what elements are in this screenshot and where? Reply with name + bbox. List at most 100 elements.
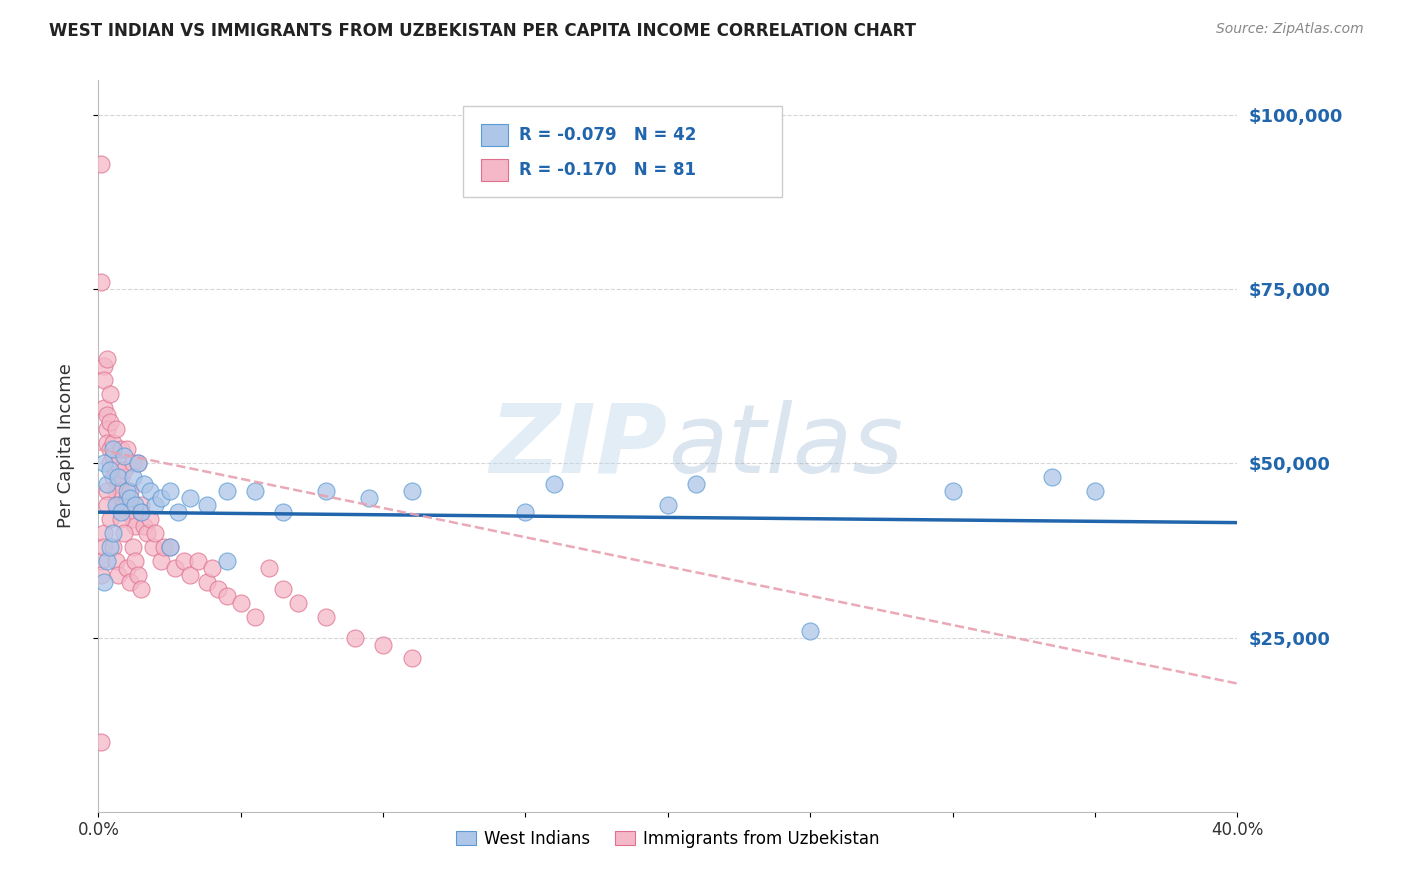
Point <box>243 609 266 624</box>
Point <box>115 561 138 575</box>
Point <box>287 596 309 610</box>
Point <box>90 735 112 749</box>
Point <box>401 484 423 499</box>
Point <box>215 484 238 499</box>
Point <box>98 540 121 554</box>
Point <box>127 567 149 582</box>
Point <box>215 589 238 603</box>
Point <box>124 519 146 533</box>
Point <box>129 498 152 512</box>
Point <box>96 421 118 435</box>
Point <box>273 505 295 519</box>
Point <box>96 351 118 366</box>
Point <box>101 540 124 554</box>
FancyBboxPatch shape <box>463 106 782 197</box>
Point <box>112 463 135 477</box>
Point <box>195 574 218 589</box>
Point <box>273 582 295 596</box>
Point <box>93 457 115 471</box>
Point <box>107 470 129 484</box>
Point <box>129 505 152 519</box>
Point <box>132 477 155 491</box>
Point <box>145 498 167 512</box>
Point <box>110 470 132 484</box>
Point <box>150 491 173 506</box>
Y-axis label: Per Capita Income: Per Capita Income <box>56 364 75 528</box>
Point <box>135 526 157 541</box>
Point <box>96 435 118 450</box>
FancyBboxPatch shape <box>481 124 509 145</box>
Point <box>104 554 127 568</box>
Point <box>1040 470 1063 484</box>
Point <box>127 457 149 471</box>
Point <box>90 567 112 582</box>
Text: WEST INDIAN VS IMMIGRANTS FROM UZBEKISTAN PER CAPITA INCOME CORRELATION CHART: WEST INDIAN VS IMMIGRANTS FROM UZBEKISTA… <box>49 22 917 40</box>
Point <box>98 386 121 401</box>
Point <box>159 540 181 554</box>
Point <box>173 554 195 568</box>
Point <box>96 498 118 512</box>
Point <box>159 484 181 499</box>
Point <box>229 596 252 610</box>
Point <box>98 415 121 429</box>
Point <box>112 498 135 512</box>
Point <box>138 512 160 526</box>
Point <box>101 526 124 541</box>
Point <box>132 519 155 533</box>
Point <box>153 540 176 554</box>
Point <box>101 470 124 484</box>
Point <box>93 401 115 415</box>
Point <box>343 631 366 645</box>
Point <box>107 457 129 471</box>
Point <box>90 157 112 171</box>
Point <box>799 624 821 638</box>
Point <box>115 505 138 519</box>
Point <box>96 408 118 422</box>
Point <box>145 526 167 541</box>
Point <box>138 484 160 499</box>
Point <box>124 554 146 568</box>
Point <box>98 442 121 457</box>
Point <box>110 512 132 526</box>
Point <box>165 561 187 575</box>
Point <box>104 463 127 477</box>
Point <box>93 526 115 541</box>
Point <box>121 540 143 554</box>
Point <box>121 457 143 471</box>
Point <box>98 457 121 471</box>
Point <box>112 526 135 541</box>
Point <box>129 505 152 519</box>
Point <box>110 484 132 499</box>
Point <box>115 484 138 499</box>
Point <box>90 275 112 289</box>
Point <box>98 463 121 477</box>
Text: ZIP: ZIP <box>489 400 668 492</box>
Point <box>215 554 238 568</box>
Point <box>110 505 132 519</box>
Point <box>107 567 129 582</box>
Point <box>96 554 118 568</box>
Point <box>187 554 209 568</box>
Point <box>101 450 124 464</box>
Point <box>93 540 115 554</box>
Point <box>201 561 224 575</box>
Point <box>127 457 149 471</box>
Point <box>107 498 129 512</box>
Point <box>115 491 138 506</box>
Point <box>107 477 129 491</box>
Point <box>129 582 152 596</box>
Point <box>110 442 132 457</box>
Point <box>179 491 201 506</box>
Point <box>685 477 707 491</box>
Point <box>1084 484 1107 499</box>
Point <box>243 484 266 499</box>
Point <box>93 359 115 373</box>
Point <box>104 484 127 499</box>
Text: Source: ZipAtlas.com: Source: ZipAtlas.com <box>1216 22 1364 37</box>
Point <box>357 491 380 506</box>
Legend: West Indians, Immigrants from Uzbekistan: West Indians, Immigrants from Uzbekistan <box>449 823 887 855</box>
Point <box>150 554 173 568</box>
Point <box>104 421 127 435</box>
Point <box>315 484 337 499</box>
Point <box>159 540 181 554</box>
